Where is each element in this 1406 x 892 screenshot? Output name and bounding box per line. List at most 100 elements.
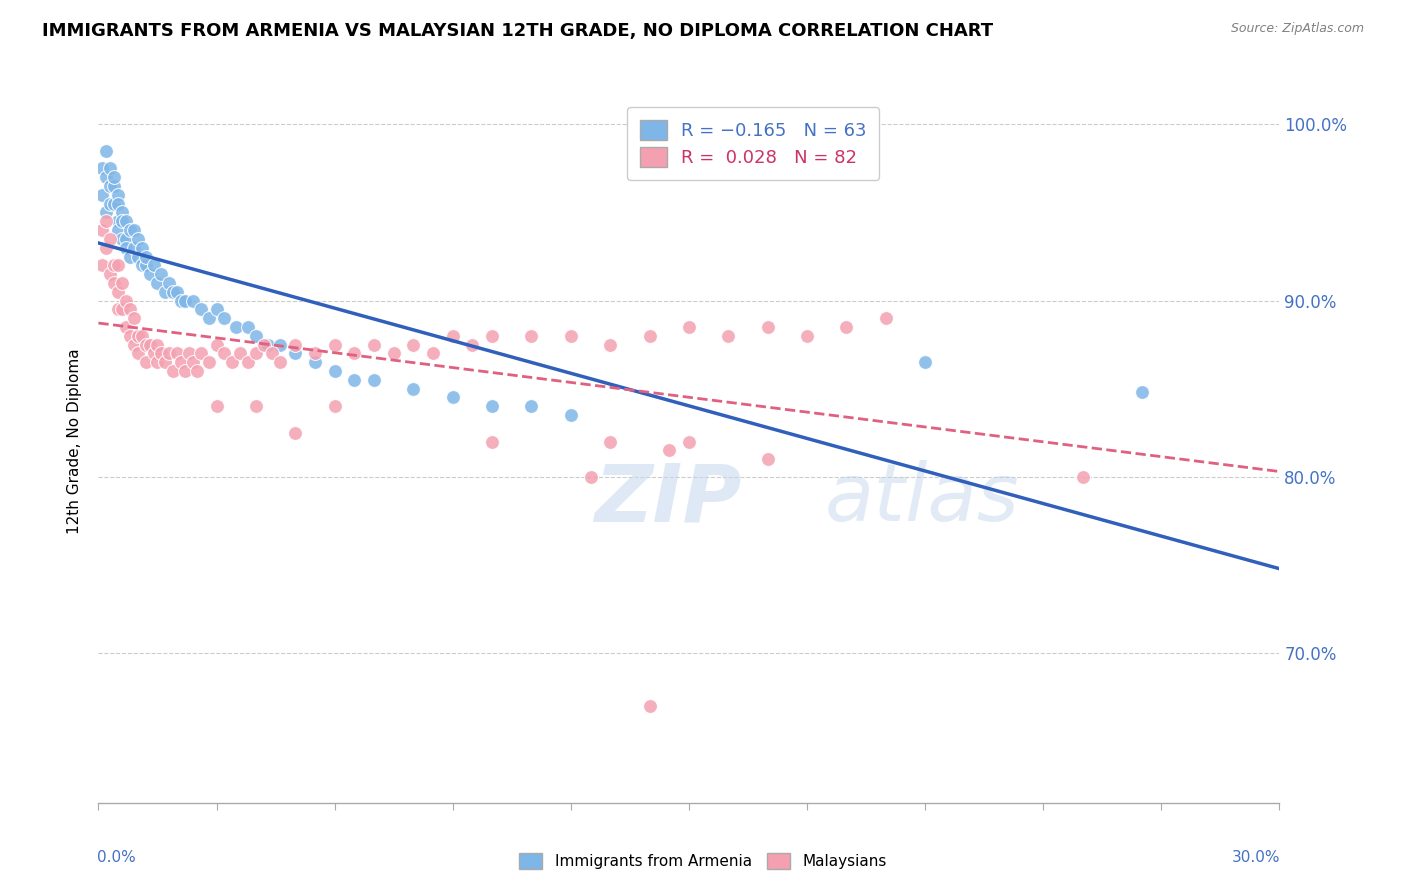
Point xyxy=(98,179,121,194)
Point xyxy=(135,258,157,272)
Point xyxy=(269,337,291,351)
Point xyxy=(678,320,700,334)
Point xyxy=(118,223,141,237)
Point xyxy=(520,399,543,413)
Point xyxy=(131,258,153,272)
Point xyxy=(146,355,169,369)
Point xyxy=(190,346,212,360)
Point xyxy=(256,337,278,351)
Point xyxy=(205,337,228,351)
Point xyxy=(118,302,141,317)
Point xyxy=(103,276,125,290)
Text: 30.0%: 30.0% xyxy=(1232,850,1281,864)
Y-axis label: 12th Grade, No Diploma: 12th Grade, No Diploma xyxy=(67,349,83,534)
Point xyxy=(481,434,503,449)
Point xyxy=(181,355,204,369)
Point xyxy=(107,258,129,272)
Point xyxy=(260,346,283,360)
Point xyxy=(245,399,267,413)
Point xyxy=(91,223,114,237)
Point xyxy=(756,452,779,467)
Point xyxy=(914,355,936,369)
Point xyxy=(796,328,818,343)
Point xyxy=(214,346,236,360)
Point xyxy=(579,470,602,484)
Point xyxy=(96,170,118,185)
Legend: Immigrants from Armenia, Malaysians: Immigrants from Armenia, Malaysians xyxy=(513,847,893,875)
Point xyxy=(122,241,145,255)
Point xyxy=(146,276,169,290)
Point xyxy=(245,328,267,343)
Point xyxy=(162,364,184,378)
Point xyxy=(111,302,134,317)
Point xyxy=(111,276,134,290)
Point xyxy=(131,241,153,255)
Point xyxy=(115,320,138,334)
Point xyxy=(131,328,153,343)
Point xyxy=(284,337,307,351)
Point xyxy=(599,337,621,351)
Point xyxy=(205,399,228,413)
Point xyxy=(221,355,243,369)
Point xyxy=(91,161,114,176)
Point xyxy=(98,267,121,281)
Point xyxy=(122,311,145,326)
Point xyxy=(170,355,193,369)
Point xyxy=(142,346,165,360)
Point xyxy=(186,364,208,378)
Point xyxy=(150,267,173,281)
Point xyxy=(638,328,661,343)
Point xyxy=(115,241,138,255)
Point xyxy=(481,328,503,343)
Point xyxy=(461,337,484,351)
Point xyxy=(107,196,129,211)
Point xyxy=(197,311,219,326)
Point xyxy=(245,346,267,360)
Point xyxy=(150,346,173,360)
Point xyxy=(225,320,247,334)
Point xyxy=(135,250,157,264)
Point xyxy=(166,346,188,360)
Point xyxy=(304,355,326,369)
Point xyxy=(717,328,740,343)
Point xyxy=(441,391,464,405)
Point xyxy=(678,434,700,449)
Text: ZIP: ZIP xyxy=(595,460,742,539)
Point xyxy=(1071,470,1094,484)
Point xyxy=(560,328,582,343)
Point xyxy=(157,276,180,290)
Point xyxy=(214,311,236,326)
Point xyxy=(96,144,118,158)
Point xyxy=(638,698,661,713)
Point xyxy=(422,346,444,360)
Text: atlas: atlas xyxy=(825,460,1019,539)
Point xyxy=(1130,385,1153,400)
Point xyxy=(107,214,129,228)
Point xyxy=(122,337,145,351)
Point xyxy=(875,311,897,326)
Point xyxy=(107,223,129,237)
Point xyxy=(181,293,204,308)
Point xyxy=(284,425,307,440)
Point xyxy=(253,337,276,351)
Point xyxy=(118,328,141,343)
Point xyxy=(343,346,366,360)
Point xyxy=(174,364,197,378)
Point xyxy=(103,258,125,272)
Point xyxy=(98,161,121,176)
Text: Source: ZipAtlas.com: Source: ZipAtlas.com xyxy=(1230,22,1364,36)
Point xyxy=(96,214,118,228)
Point xyxy=(138,267,160,281)
Point xyxy=(323,399,346,413)
Point xyxy=(343,373,366,387)
Point xyxy=(363,337,385,351)
Point xyxy=(402,337,425,351)
Point xyxy=(229,346,252,360)
Point xyxy=(520,328,543,343)
Point xyxy=(111,205,134,219)
Point xyxy=(190,302,212,317)
Point xyxy=(111,214,134,228)
Point xyxy=(135,355,157,369)
Point xyxy=(138,337,160,351)
Point xyxy=(560,408,582,422)
